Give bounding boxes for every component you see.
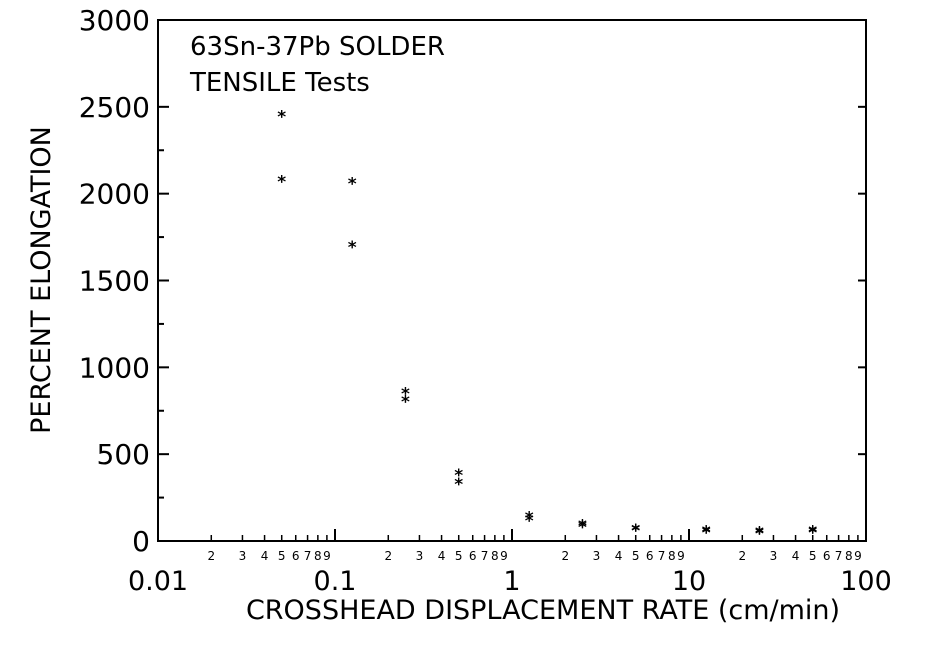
data-point: * (755, 523, 764, 543)
x-minor-tick-label: 2 (738, 549, 746, 563)
x-minor-tick-label: 3 (416, 549, 424, 563)
y-tick-label: 2000 (79, 178, 150, 211)
data-point: * (525, 511, 534, 531)
x-minor-tick-label: 4 (615, 549, 623, 563)
data-point: * (277, 173, 286, 193)
x-minor-tick-label: 5 (809, 549, 817, 563)
x-minor-tick-label: 5 (455, 549, 463, 563)
x-minor-tick-label: 3 (593, 549, 601, 563)
x-minor-tick-label: 9 (677, 549, 685, 563)
x-tick-label: 100 (840, 566, 892, 597)
data-point: * (808, 523, 817, 543)
x-minor-tick-label: 4 (438, 549, 446, 563)
x-minor-tick-label: 5 (278, 549, 286, 563)
y-tick-label: 3000 (79, 4, 150, 37)
x-tick-label: 10 (672, 566, 706, 597)
x-minor-tick-label: 8 (668, 549, 676, 563)
x-minor-tick-label: 7 (658, 549, 666, 563)
x-minor-tick-label: 8 (491, 549, 499, 563)
y-tick-label: 500 (97, 438, 150, 471)
x-minor-tick-label: 6 (469, 549, 477, 563)
data-point: * (702, 523, 711, 543)
x-minor-tick-label: 6 (823, 549, 831, 563)
x-minor-tick-label: 9 (854, 549, 862, 563)
y-tick-label: 1500 (79, 265, 150, 298)
x-minor-tick-label: 7 (304, 549, 312, 563)
data-point: * (454, 475, 463, 495)
data-points: ** ******** ** ** ** ** ** (277, 108, 817, 545)
y-tick-label: 1000 (79, 351, 150, 384)
x-minor-tick-label: 3 (770, 549, 778, 563)
x-minor-tick-label: 3 (239, 549, 247, 563)
data-point: * (525, 509, 534, 529)
x-minor-tick-label: 4 (261, 549, 269, 563)
data-point: * (401, 385, 410, 405)
y-axis-label: PERCENT ELONGATION (26, 126, 57, 434)
data-point: * (631, 521, 640, 541)
x-minor-tick-label: 9 (500, 549, 508, 563)
data-point: * (454, 466, 463, 486)
data-point: * (631, 522, 640, 542)
data-point: * (808, 523, 817, 543)
data-point: * (348, 174, 357, 194)
data-point: * (348, 238, 357, 258)
x-minor-tick-label: 6 (292, 549, 300, 563)
data-point: * (702, 523, 711, 543)
x-minor-tick-label: 5 (632, 549, 640, 563)
x-minor-tick-label: 7 (835, 549, 843, 563)
x-tick-label: 0.01 (128, 566, 188, 597)
y-tick-label: 2500 (79, 91, 150, 124)
x-minor-tick-label: 4 (792, 549, 800, 563)
data-point: * (578, 517, 587, 537)
x-minor-tick-label: 9 (323, 549, 331, 563)
x-minor-tick-label: 6 (646, 549, 654, 563)
annotation-line-2: TENSILE Tests (189, 68, 370, 98)
x-minor-tick-label: 2 (384, 549, 392, 563)
data-point: * (401, 392, 410, 412)
x-axis-label: CROSSHEAD DISPLACEMENT RATE (cm/min) (246, 595, 840, 626)
x-minor-tick-label: 2 (207, 549, 215, 563)
data-point: * (755, 524, 764, 544)
x-minor-tick-label: 8 (845, 549, 853, 563)
y-tick-label: 0 (132, 525, 150, 558)
x-tick-label: 1 (503, 566, 520, 597)
x-minor-tick-label: 2 (561, 549, 569, 563)
x-tick-label: 0.1 (314, 566, 357, 597)
data-point: * (578, 518, 587, 538)
annotation-line-1: 63Sn-37Pb SOLDER (190, 32, 445, 62)
x-minor-tick-label: 8 (314, 549, 322, 563)
x-minor-tick-label: 7 (481, 549, 489, 563)
data-point: * (277, 108, 286, 128)
plot-frame (157, 19, 867, 542)
